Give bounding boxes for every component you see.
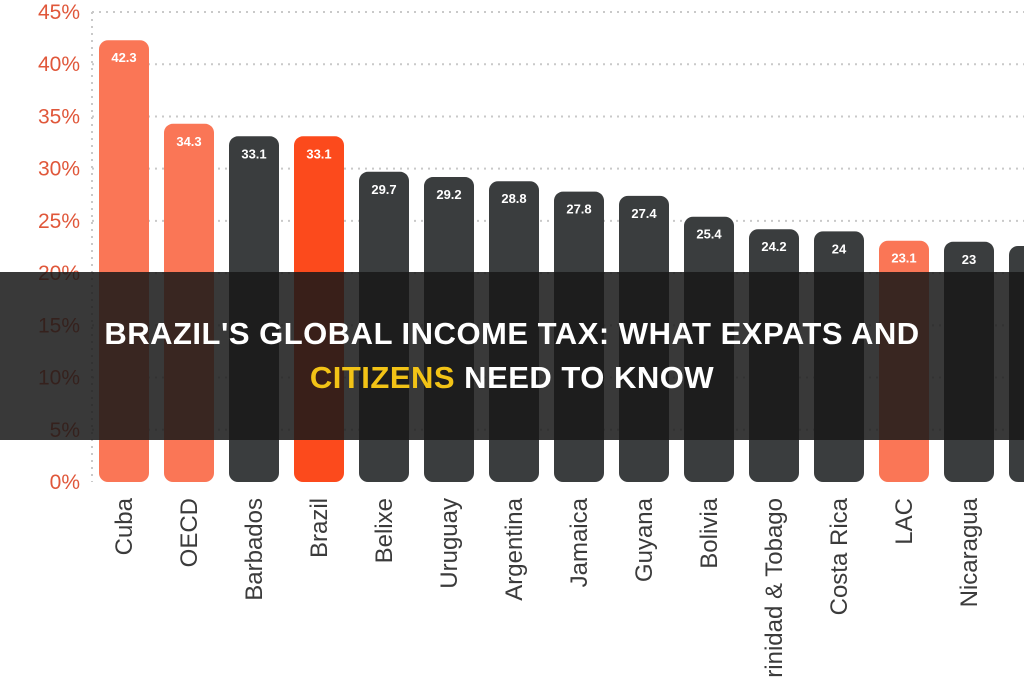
category-label: Cuba [111,497,138,555]
bar-value-label: 29.7 [371,182,396,197]
bar-value-label: 33.1 [306,146,331,161]
bar-value-label: 24 [832,241,847,256]
y-tick-label: 25% [38,210,80,233]
bar-value-label: 25.4 [696,227,722,242]
bar-value-label: 27.4 [631,206,657,221]
banner-title-rest: NEED TO KNOW [455,360,715,395]
y-tick-label: 40% [38,53,80,76]
banner-highlight-word: CITIZENS [309,360,456,395]
category-label: Jamaica [566,497,593,587]
bar-value-label: 23 [962,252,976,267]
bar-value-label: 33.1 [241,146,266,161]
category-label: LAC [891,498,918,545]
category-label: Belixe [371,498,398,563]
category-label: OECD [176,498,203,567]
category-label: Nicaragua [956,497,983,607]
bar-value-label: 24.2 [761,239,786,254]
category-label: Bolivia [696,497,723,568]
category-label: Argentina [501,497,528,600]
y-tick-label: 0% [50,471,80,494]
bar-value-label: 28.8 [501,191,526,206]
y-tick-label: 35% [38,105,80,128]
bar-value-label: 23.1 [891,251,916,266]
category-label: Guyana [631,497,658,582]
bar-value-label: 27.8 [566,202,591,217]
category-label: Brazil [306,498,333,558]
banner-title-line2: CITIZENS NEED TO KNOW [310,356,714,400]
category-label: rinidad & Tobago [761,498,788,678]
category-label: Barbados [241,498,268,601]
bar-value-label: 34.3 [176,134,201,149]
y-tick-label: 45% [38,1,80,24]
banner-title-line1: BRAZIL'S GLOBAL INCOME TAX: WHAT EXPATS … [104,316,920,351]
bar-value-label: 29.2 [436,187,461,202]
bar-value-label: 42.3 [111,50,136,65]
y-tick-label: 30% [38,158,80,181]
watermark-logo: ShunCulture [900,628,1002,647]
title-banner: BRAZIL'S GLOBAL INCOME TAX: WHAT EXPATS … [0,272,1024,440]
category-label: Costa Rica [826,497,853,615]
category-label: Uruguay [436,498,463,589]
